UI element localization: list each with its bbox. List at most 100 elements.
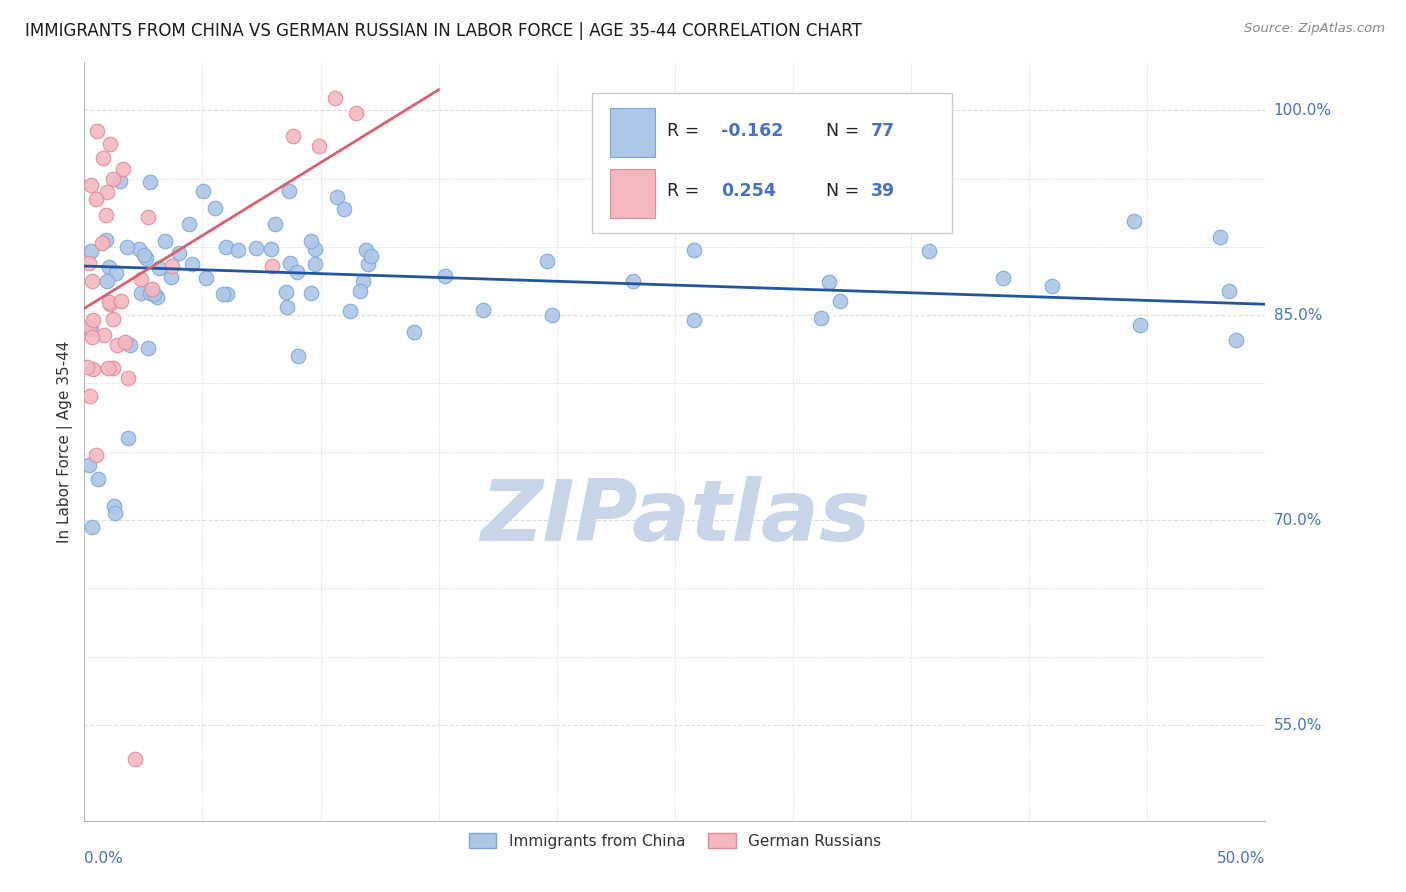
FancyBboxPatch shape (592, 93, 952, 233)
Text: IMMIGRANTS FROM CHINA VS GERMAN RUSSIAN IN LABOR FORCE | AGE 35-44 CORRELATION C: IMMIGRANTS FROM CHINA VS GERMAN RUSSIAN … (25, 22, 862, 40)
Point (277, 184, 299, 198)
Point (132, 248, 155, 262)
Point (993, 271, 1015, 285)
Point (356, 257, 378, 271)
Point (264, 217, 287, 231)
Point (84, 448, 107, 462)
Text: Source: ZipAtlas.com: Source: ZipAtlas.com (1244, 22, 1385, 36)
Point (80, 322, 103, 336)
Point (129, 285, 152, 300)
Point (80, 178, 103, 193)
Point (94, 208, 117, 222)
Point (332, 202, 354, 216)
Point (136, 210, 159, 224)
Point (683, 243, 706, 257)
Point (215, 240, 238, 254)
Point (1040, 279, 1063, 293)
Point (94, 233, 117, 247)
Point (153, 234, 176, 248)
Point (101, 312, 124, 326)
Point (1209, 230, 1232, 244)
Point (1218, 284, 1240, 298)
Point (103, 500, 125, 514)
Point (349, 284, 371, 298)
Point (93, 328, 115, 343)
Legend: Immigrants from China, German Russians: Immigrants from China, German Russians (463, 827, 887, 855)
Point (326, 190, 349, 204)
Point (259, 242, 281, 256)
Point (217, 287, 239, 301)
Point (91, 151, 114, 165)
Text: 39: 39 (870, 182, 896, 201)
Point (76, 360, 98, 375)
Point (194, 271, 217, 285)
Point (404, 326, 426, 340)
Point (97, 295, 120, 310)
Text: 55.0%: 55.0% (1274, 717, 1322, 732)
Point (830, 293, 852, 308)
Point (167, 246, 190, 260)
Point (276, 285, 298, 299)
Point (96, 185, 118, 199)
Point (160, 270, 183, 285)
Point (540, 308, 562, 322)
Point (354, 243, 377, 257)
Point (101, 171, 124, 186)
Point (82, 330, 104, 344)
Point (360, 249, 382, 263)
Point (146, 290, 169, 304)
Point (211, 286, 233, 301)
Point (117, 240, 139, 254)
Text: N =: N = (827, 182, 865, 201)
Point (433, 268, 456, 283)
Point (191, 184, 214, 198)
Text: 77: 77 (870, 121, 896, 140)
Point (101, 360, 124, 375)
Point (245, 241, 267, 255)
Point (82, 313, 104, 327)
Point (86, 124, 108, 138)
Point (304, 257, 326, 271)
Point (299, 286, 322, 301)
Point (308, 139, 330, 153)
Y-axis label: In Labor Force | Age 35-44: In Labor Force | Age 35-44 (58, 341, 73, 542)
Point (1225, 333, 1247, 347)
Bar (610, 108, 655, 157)
Point (683, 313, 706, 327)
Point (114, 334, 136, 349)
Point (98, 137, 121, 152)
Point (105, 266, 128, 280)
Text: 100.0%: 100.0% (1274, 103, 1331, 118)
Text: 85.0%: 85.0% (1274, 308, 1322, 323)
Point (536, 254, 558, 268)
Point (77, 458, 100, 473)
Point (304, 242, 326, 256)
Text: 0.254: 0.254 (721, 182, 776, 201)
Point (1129, 318, 1152, 333)
Point (77, 256, 100, 270)
Point (87, 472, 110, 486)
Point (97, 361, 120, 376)
Point (98, 260, 121, 275)
Point (226, 243, 249, 257)
Point (104, 506, 127, 520)
Point (98, 297, 121, 311)
Point (621, 274, 644, 288)
Point (344, 105, 367, 120)
Point (110, 294, 132, 309)
Point (352, 274, 374, 288)
Bar (610, 169, 655, 218)
Point (79, 320, 101, 334)
Text: 0.0%: 0.0% (84, 851, 124, 866)
Point (285, 265, 308, 279)
Point (339, 304, 361, 318)
Point (818, 276, 841, 290)
Text: R =: R = (666, 182, 704, 201)
Point (82, 362, 104, 376)
Point (91, 236, 114, 251)
Point (79, 389, 101, 403)
Point (471, 302, 494, 317)
Text: 70.0%: 70.0% (1274, 513, 1322, 527)
Point (96, 274, 118, 288)
Point (124, 752, 146, 766)
